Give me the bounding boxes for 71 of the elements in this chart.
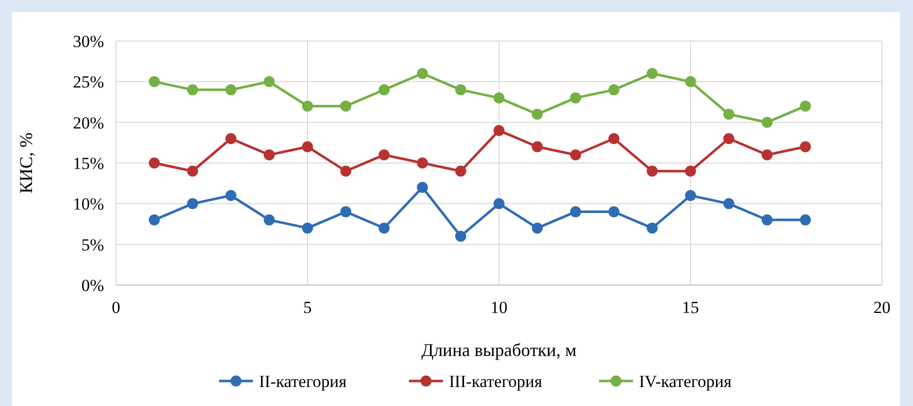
point — [608, 206, 620, 218]
point — [148, 76, 160, 88]
y-tick-label: 25% — [72, 72, 104, 92]
point — [340, 100, 352, 112]
point — [416, 182, 428, 193]
point — [148, 214, 160, 226]
point — [762, 149, 773, 160]
point — [302, 222, 313, 234]
point — [685, 166, 696, 177]
point — [264, 76, 275, 88]
point — [800, 100, 811, 112]
y-tick-label: 0% — [81, 276, 104, 295]
point — [302, 141, 313, 152]
y-tick-label: 5% — [81, 235, 104, 254]
point — [570, 92, 582, 104]
point — [646, 222, 658, 234]
point — [416, 158, 428, 168]
point — [608, 84, 620, 96]
point — [340, 206, 352, 218]
x-tick-label: 20 — [874, 298, 890, 317]
point — [187, 166, 198, 177]
point — [187, 198, 198, 210]
point — [148, 158, 160, 168]
point — [800, 214, 811, 226]
point — [494, 124, 504, 136]
point — [685, 190, 696, 202]
point — [570, 149, 582, 160]
point — [225, 133, 236, 144]
point — [532, 222, 543, 234]
point — [646, 68, 658, 80]
point — [646, 166, 658, 177]
x-tick-label: 5 — [303, 298, 312, 317]
point — [494, 92, 504, 104]
point — [762, 214, 773, 226]
point — [378, 84, 390, 96]
legend-label: II-категория — [259, 372, 347, 391]
point — [532, 108, 543, 120]
point — [416, 68, 428, 80]
y-axis-title: КИС, % — [16, 132, 36, 194]
legend-label: III-категория — [449, 372, 542, 391]
y-tick-label: 20% — [72, 113, 104, 132]
point — [723, 198, 734, 210]
point — [685, 76, 696, 88]
point — [570, 206, 582, 218]
point — [494, 198, 504, 210]
point — [302, 100, 313, 112]
point — [378, 222, 390, 234]
point — [455, 84, 466, 96]
legend-label: IV-категория — [639, 372, 732, 391]
point — [264, 214, 275, 226]
x-tick-label: 15 — [682, 298, 699, 317]
x-tick-label: 10 — [490, 298, 508, 317]
point — [800, 141, 811, 152]
point — [225, 190, 236, 202]
point — [378, 149, 390, 160]
point — [762, 116, 773, 128]
point — [340, 166, 352, 177]
point — [532, 141, 543, 152]
point — [723, 108, 734, 120]
point — [264, 149, 275, 160]
y-tick-label: 15% — [72, 154, 104, 173]
point — [723, 133, 734, 144]
point — [225, 84, 236, 96]
y-tick-label: 30% — [72, 32, 104, 51]
point — [455, 166, 466, 177]
x-axis-title: Длина выработки, м — [421, 340, 577, 360]
x-tick-label: 0 — [112, 298, 120, 317]
point — [455, 230, 466, 242]
point — [608, 133, 620, 144]
point — [187, 84, 198, 96]
y-tick-label: 10% — [72, 194, 104, 214]
